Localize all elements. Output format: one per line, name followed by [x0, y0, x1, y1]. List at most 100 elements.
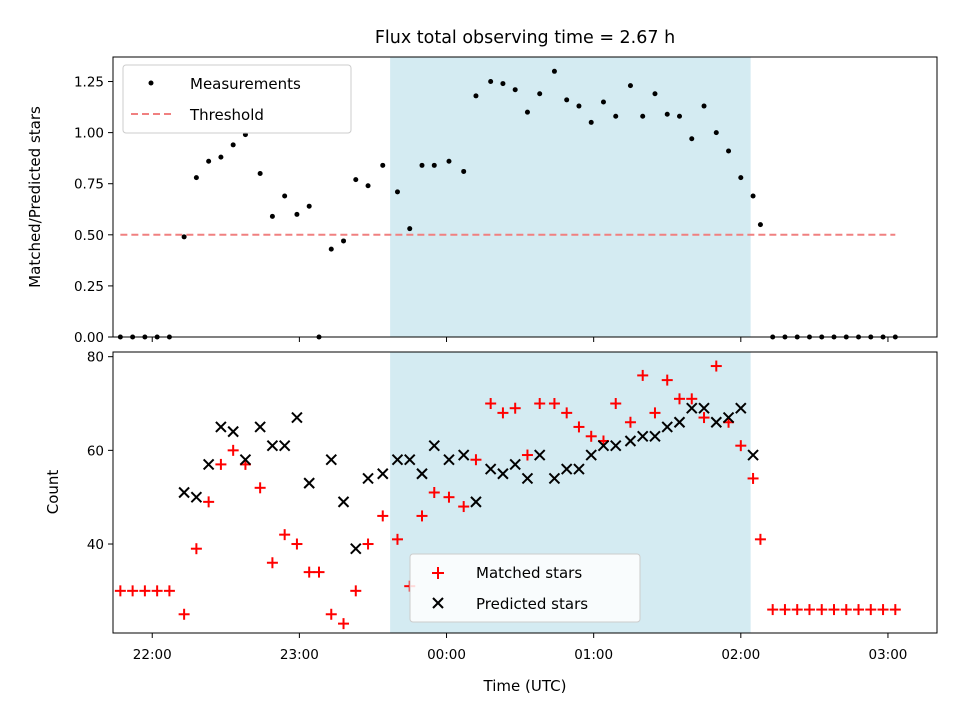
measurement-point [588, 119, 594, 125]
measurement-point [726, 148, 732, 154]
matched-stars-points [114, 360, 901, 630]
measurement-point [689, 136, 695, 142]
predicted-star-point [391, 454, 404, 466]
predicted-star-point [254, 421, 266, 433]
matched-star-point [828, 604, 840, 616]
x-tick-label: 01:00 [574, 647, 613, 663]
measurement-point [206, 158, 212, 164]
matched-star-point [674, 393, 685, 405]
matched-star-point [853, 604, 865, 616]
measurement-point [380, 162, 386, 168]
predicted-star-point [560, 463, 573, 475]
measurement-point [282, 193, 288, 199]
top-y-axis-label: Matched/Predicted stars [26, 106, 44, 288]
matched-star-point [735, 440, 747, 452]
measurement-point [738, 175, 744, 181]
predicted-star-point [457, 449, 470, 461]
predicted-star-point [215, 421, 227, 433]
predicted-star-point [722, 411, 735, 424]
bottom-y-tick-label: 40 [87, 537, 104, 553]
measurement-point [713, 130, 719, 136]
top-axes-frame [112, 56, 938, 338]
matched-star-point [686, 393, 698, 405]
chart-title: Flux total observing time = 2.67 h [375, 28, 675, 48]
matched-star-point [779, 604, 791, 616]
bottom-y-tick-label: 80 [87, 350, 104, 366]
measurement-point [576, 103, 582, 109]
predicted-star-point [303, 477, 315, 489]
measurement-point [394, 189, 400, 195]
matched-star-point [497, 407, 509, 419]
bottom-legend-box [409, 553, 641, 623]
top-y-ticks: 0.00 0.25 0.50 0.75 1.00 1.25 [74, 75, 113, 346]
legend-matched-label: Matched stars [476, 564, 582, 582]
x-axis-label: Time (UTC) [483, 677, 567, 695]
matched-star-point [624, 416, 636, 428]
predicted-star-point [291, 411, 303, 424]
measurement-point [218, 154, 224, 160]
matched-star-point [561, 407, 573, 419]
predicted-star-point [337, 496, 350, 508]
matched-star-point [485, 398, 497, 410]
x-tick-label: 02:00 [721, 647, 760, 663]
matched-star-point [534, 398, 546, 410]
matched-star-point [661, 374, 673, 386]
predicted-star-point [548, 472, 561, 485]
predicted-star-point [428, 439, 440, 452]
predicted-star-point [190, 491, 203, 503]
measurement-point [640, 113, 646, 119]
top-y-tick-label: 1.25 [74, 75, 104, 91]
matched-star-point [377, 510, 389, 522]
matched-star-point [803, 604, 815, 616]
measurement-point [431, 162, 437, 168]
matched-star-point [313, 566, 325, 578]
legend-threshold-label: Threshold [189, 106, 264, 124]
matched-star-point [350, 585, 362, 597]
measurement-point [294, 211, 300, 217]
predicted-star-point [698, 402, 710, 414]
matched-star-point [127, 585, 139, 597]
top-highlight-span [390, 57, 751, 337]
matched-star-point [303, 566, 315, 578]
matched-star-point [889, 604, 901, 616]
measurement-point [564, 97, 570, 103]
predicted-star-point [637, 430, 649, 443]
predicted-star-point [416, 468, 428, 480]
matched-star-point [816, 604, 828, 616]
legend-matched-marker [432, 567, 444, 579]
bottom-legend: Matched stars Predicted stars [409, 553, 641, 623]
measurement-point [701, 103, 707, 109]
top-y-tick-label: 0.00 [74, 330, 104, 346]
top-legend-box [122, 64, 352, 134]
x-tick-label: 22:00 [133, 647, 172, 663]
bottom-y-tick-label: 60 [87, 443, 104, 459]
predicted-star-point [404, 454, 416, 466]
measurement-point [461, 168, 467, 174]
matched-star-point [521, 449, 533, 461]
measurement-point [269, 213, 275, 219]
predicted-star-point [710, 416, 722, 428]
bottom-y-ticks: 40 60 80 [87, 350, 113, 553]
matched-star-point [548, 398, 560, 410]
measurement-point [664, 111, 670, 117]
matched-star-point [391, 533, 403, 545]
predicted-star-point [227, 425, 239, 438]
measurement-point [407, 226, 413, 232]
matched-star-point [767, 604, 779, 616]
matched-star-point [151, 585, 163, 597]
matched-star-point [279, 529, 291, 541]
matched-star-point [610, 398, 622, 410]
x-tick-label: 00:00 [427, 647, 466, 663]
predicted-star-point [325, 454, 337, 466]
matched-star-point [178, 608, 190, 620]
top-y-tick-label: 0.25 [74, 279, 104, 295]
predicted-star-point [686, 402, 698, 414]
predicted-star-point [735, 402, 747, 414]
predicted-star-point [747, 449, 759, 461]
bottom-y-axis-label: Count [44, 470, 62, 515]
bottom-panel: 40 60 80 22:00 23:00 00:00 01:00 02:00 03:00 Ti… [44, 350, 938, 695]
predicted-star-point [266, 439, 279, 452]
matched-star-point [114, 585, 126, 597]
predicted-star-point [178, 486, 190, 499]
